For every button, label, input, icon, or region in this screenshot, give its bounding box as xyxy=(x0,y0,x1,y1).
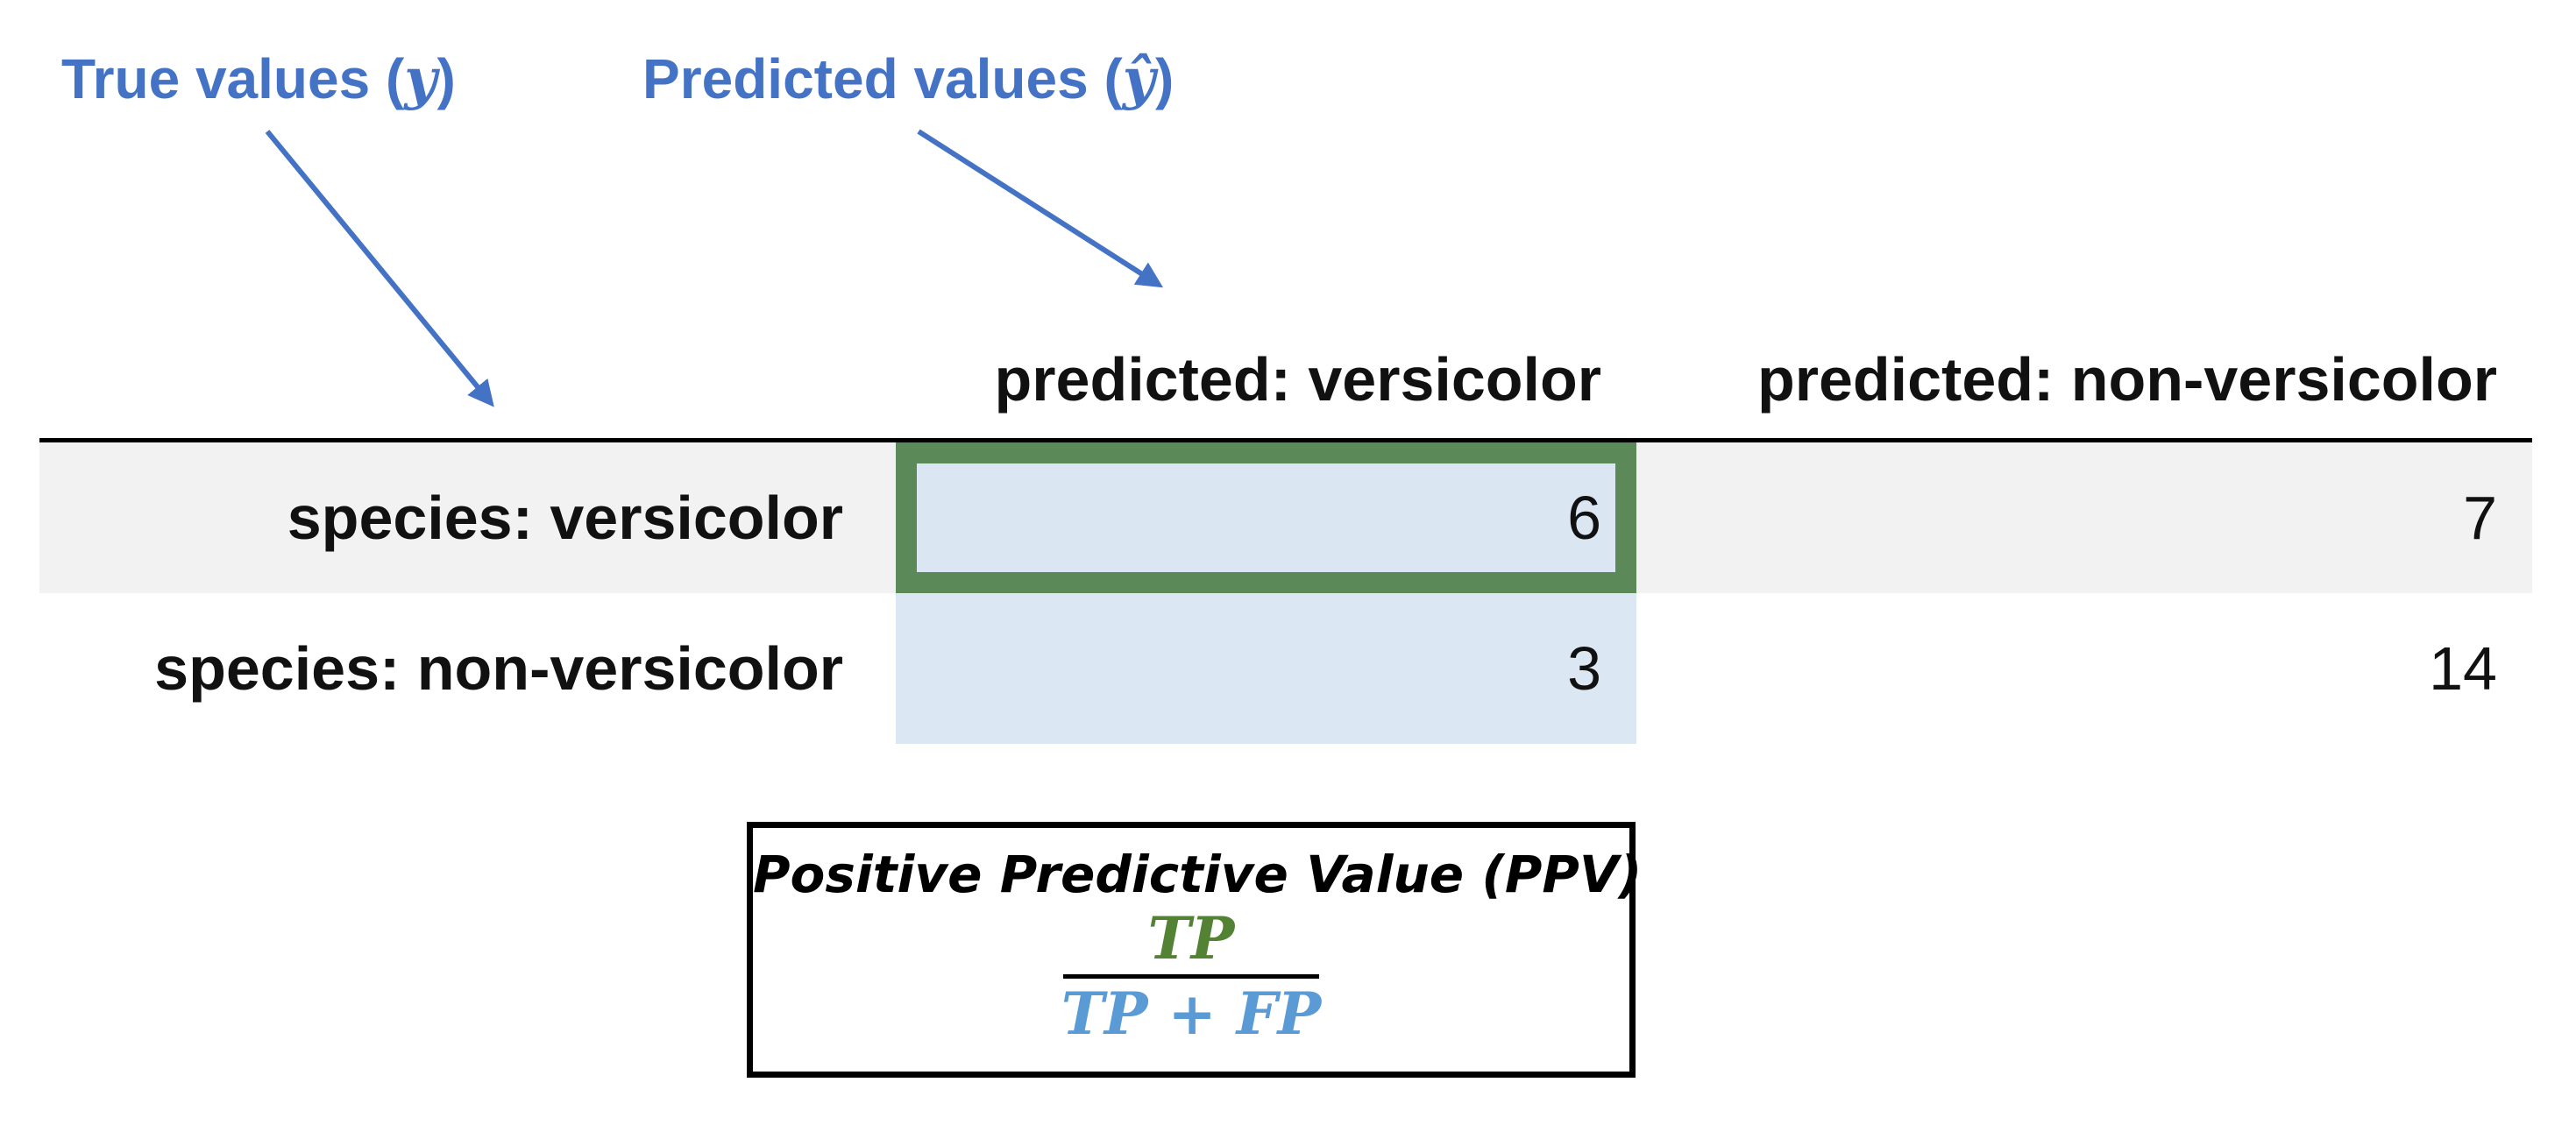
ppv-formula-box: Positive Predictive Value (PPV) TP TP + … xyxy=(747,822,1643,1078)
predicted-values-close: ) xyxy=(1154,47,1174,110)
predicted-values-arrow xyxy=(917,129,1164,288)
header-row: predicted: versicolor predicted: non-ver… xyxy=(39,320,2532,442)
true-values-label: True values (y) xyxy=(61,51,456,108)
col-header-predicted-versicolor: predicted: versicolor xyxy=(896,320,1636,442)
fraction-numerator: TP xyxy=(1147,903,1235,973)
ppv-title: Positive Predictive Value (PPV) xyxy=(753,845,1643,904)
predicted-values-label: Predicted values (ŷ) xyxy=(642,51,1174,108)
true-values-close: ) xyxy=(436,47,456,110)
true-positive-cell: 6 xyxy=(896,440,1636,593)
ppv-fraction: TP TP + FP xyxy=(1061,903,1322,1049)
col-header-predicted-non-versicolor: predicted: non-versicolor xyxy=(1636,320,2532,442)
false-negative-cell: 7 xyxy=(1636,440,2532,593)
true-negative-cell: 14 xyxy=(2429,634,2497,703)
row-header-species-versicolor: species: versicolor xyxy=(39,440,896,593)
cell-value: 6 xyxy=(1567,484,1601,552)
table-row: species: non-versicolor 3 14 xyxy=(39,593,2532,744)
fraction-bar xyxy=(1062,974,1319,980)
table-row: species: versicolor 6 7 xyxy=(39,440,2532,593)
corner-cell xyxy=(39,320,896,442)
y-symbol: y xyxy=(404,46,437,112)
fraction-denominator: TP + FP xyxy=(1061,980,1322,1049)
row-header-species-non-versicolor: species: non-versicolor xyxy=(154,634,843,703)
true-positive-highlight xyxy=(896,442,1636,593)
predicted-values-text: Predicted values ( xyxy=(642,47,1123,110)
false-positive-cell: 3 xyxy=(896,593,1636,744)
true-values-text: True values ( xyxy=(61,47,405,110)
y-hat-symbol: ŷ xyxy=(1122,46,1155,112)
confusion-matrix-table: predicted: versicolor predicted: non-ver… xyxy=(39,320,2532,744)
